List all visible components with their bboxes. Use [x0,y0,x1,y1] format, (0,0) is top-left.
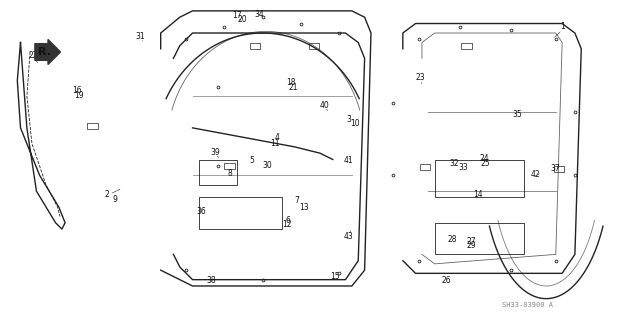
Text: 28: 28 [448,235,458,244]
Text: 22: 22 [29,51,38,60]
Text: 42: 42 [531,170,540,179]
Text: 1: 1 [560,22,564,31]
Text: 3: 3 [346,115,351,123]
Text: 21: 21 [289,83,298,92]
Text: 5: 5 [250,156,254,165]
Text: 35: 35 [513,110,522,119]
Text: 25: 25 [481,159,490,168]
Text: R.: R. [38,47,51,57]
Text: 6: 6 [285,216,291,225]
Text: 15: 15 [330,272,339,281]
Text: 7: 7 [294,196,299,205]
Text: 39: 39 [210,148,220,157]
Text: 32: 32 [449,159,459,168]
Text: 36: 36 [196,207,205,216]
Text: 16: 16 [72,86,81,95]
Text: 20: 20 [237,15,247,24]
Text: 31: 31 [136,32,145,41]
Text: 30: 30 [263,161,273,170]
Text: 10: 10 [350,119,360,128]
Text: 19: 19 [74,91,84,100]
Text: 2: 2 [104,190,109,199]
Text: 13: 13 [300,203,309,212]
Text: 14: 14 [473,190,483,199]
Text: 41: 41 [344,156,353,165]
Text: 37: 37 [551,164,561,173]
Text: 40: 40 [319,100,330,110]
Text: 9: 9 [113,195,117,204]
Text: 12: 12 [282,220,292,229]
Text: 4: 4 [274,133,279,143]
Text: 8: 8 [227,169,232,178]
Text: 17: 17 [232,11,242,20]
Text: 33: 33 [458,163,468,172]
Text: 11: 11 [271,138,280,148]
Text: 18: 18 [287,78,296,87]
Text: 27: 27 [467,237,476,246]
Text: 34: 34 [255,10,264,19]
Text: 23: 23 [416,73,426,82]
Text: SH33-03900 A: SH33-03900 A [502,302,552,308]
Text: 43: 43 [344,233,353,241]
Text: 38: 38 [207,276,216,285]
Text: 29: 29 [467,241,476,250]
Text: 26: 26 [442,276,451,285]
Text: 24: 24 [479,154,489,163]
